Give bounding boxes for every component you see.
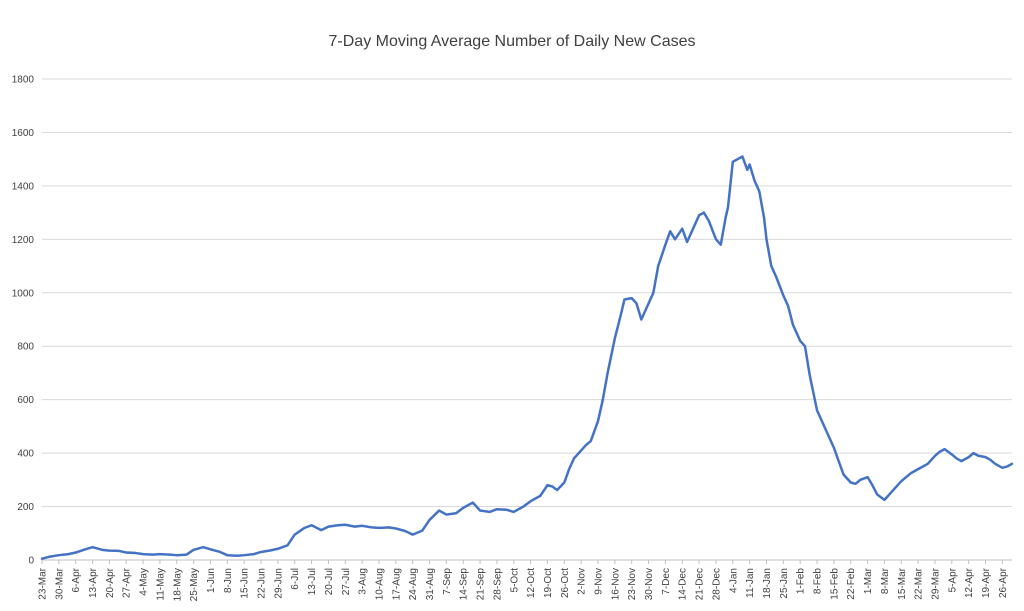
x-tick-label: 19-Oct xyxy=(543,568,554,598)
x-tick-label: 13-Apr xyxy=(88,567,99,598)
x-tick-label: 31-Aug xyxy=(425,568,436,600)
x-tick-label: 14-Dec xyxy=(678,568,689,600)
x-tick-label: 11-Jan xyxy=(745,568,756,598)
x-tick-label: 21-Dec xyxy=(695,568,706,600)
x-tick-label: 11-May xyxy=(155,568,166,601)
y-tick-label: 1400 xyxy=(12,181,35,192)
x-tick-label: 8-Feb xyxy=(813,568,824,595)
x-tick-label: 1-Jun xyxy=(206,568,217,593)
x-tick-label: 22-Jun xyxy=(257,568,268,599)
y-tick-label: 1200 xyxy=(12,235,35,246)
y-tick-label: 600 xyxy=(17,395,34,406)
y-axis-ticks: 0 200 400 600 800 1000 1200 1400 1600 1800 xyxy=(12,75,35,567)
x-tick-label: 29-Jun xyxy=(273,568,284,599)
x-tick-label: 22-Feb xyxy=(846,568,857,600)
x-tick-label: 20-Jul xyxy=(324,568,335,595)
x-tick-label: 23-Nov xyxy=(627,568,638,600)
x-tick-label: 4-Jan xyxy=(728,568,739,593)
x-tick-label: 9-Nov xyxy=(594,568,605,595)
x-tick-label: 1-Feb xyxy=(796,568,807,595)
x-tick-label: 24-Aug xyxy=(408,568,419,600)
x-tick-label: 22-Mar xyxy=(914,567,925,599)
y-tick-label: 1800 xyxy=(12,75,35,86)
x-tick-label: 26-Oct xyxy=(560,568,571,598)
y-tick-label: 200 xyxy=(17,502,34,513)
x-tick-label: 17-Aug xyxy=(391,568,402,600)
x-tick-label: 8-Mar xyxy=(880,567,891,594)
x-tick-label: 28-Sep xyxy=(492,568,503,601)
x-tick-label: 23-Mar xyxy=(38,567,49,599)
x-tick-label: 5-Apr xyxy=(947,567,958,592)
x-tick-label: 25-May xyxy=(189,568,200,601)
x-axis-ticks: 23-Mar 30-Mar 6-Apr 13-Apr 20-Apr 27-Apr 4-May… xyxy=(38,560,1009,601)
x-tick-label: 29-Mar xyxy=(930,567,941,599)
x-tick-label: 6-Apr xyxy=(71,567,82,592)
x-tick-label: 12-Apr xyxy=(964,567,975,598)
x-tick-label: 30-Mar xyxy=(54,567,65,599)
x-tick-label: 12-Oct xyxy=(526,568,537,598)
x-tick-label: 21-Sep xyxy=(476,568,487,601)
x-tick-label: 18-Jan xyxy=(762,568,773,599)
x-tick-label: 2-Nov xyxy=(577,568,588,595)
x-tick-label: 15-Jun xyxy=(240,568,251,599)
x-tick-label: 18-May xyxy=(172,568,183,601)
x-tick-label: 13-Jul xyxy=(307,568,318,595)
series-line xyxy=(40,155,1014,560)
x-tick-label: 27-Apr xyxy=(122,567,133,598)
x-tick-label: 27-Jul xyxy=(341,568,352,595)
x-tick-label: 7-Sep xyxy=(442,568,453,595)
x-tick-label: 15-Mar xyxy=(897,567,908,599)
x-tick-label: 15-Feb xyxy=(829,568,840,600)
x-tick-label: 7-Dec xyxy=(661,568,672,595)
x-tick-label: 6-Jul xyxy=(290,568,301,590)
y-tick-label: 800 xyxy=(17,342,34,353)
x-tick-label: 8-Jun xyxy=(223,568,234,593)
y-tick-label: 0 xyxy=(28,556,34,567)
x-tick-label: 14-Sep xyxy=(459,568,470,601)
series-group xyxy=(40,155,1014,560)
y-tick-label: 1600 xyxy=(12,128,35,139)
x-tick-label: 26-Apr xyxy=(998,567,1009,598)
x-tick-label: 3-Aug xyxy=(358,568,369,595)
x-tick-label: 20-Apr xyxy=(105,567,116,598)
x-tick-label: 10-Aug xyxy=(374,568,385,600)
x-tick-label: 28-Dec xyxy=(711,568,722,600)
x-tick-label: 16-Nov xyxy=(610,568,621,600)
x-tick-label: 4-May xyxy=(139,568,150,596)
x-tick-label: 25-Jan xyxy=(779,568,790,599)
gridlines xyxy=(42,78,1012,508)
y-tick-label: 400 xyxy=(17,449,34,460)
y-tick-label: 1000 xyxy=(12,288,35,299)
chart-title: 7-Day Moving Average Number of Daily New… xyxy=(329,33,696,50)
x-tick-label: 1-Mar xyxy=(863,567,874,594)
x-tick-label: 5-Oct xyxy=(509,568,520,593)
x-tick-label: 19-Apr xyxy=(981,567,992,598)
x-tick-label: 30-Nov xyxy=(644,568,655,600)
